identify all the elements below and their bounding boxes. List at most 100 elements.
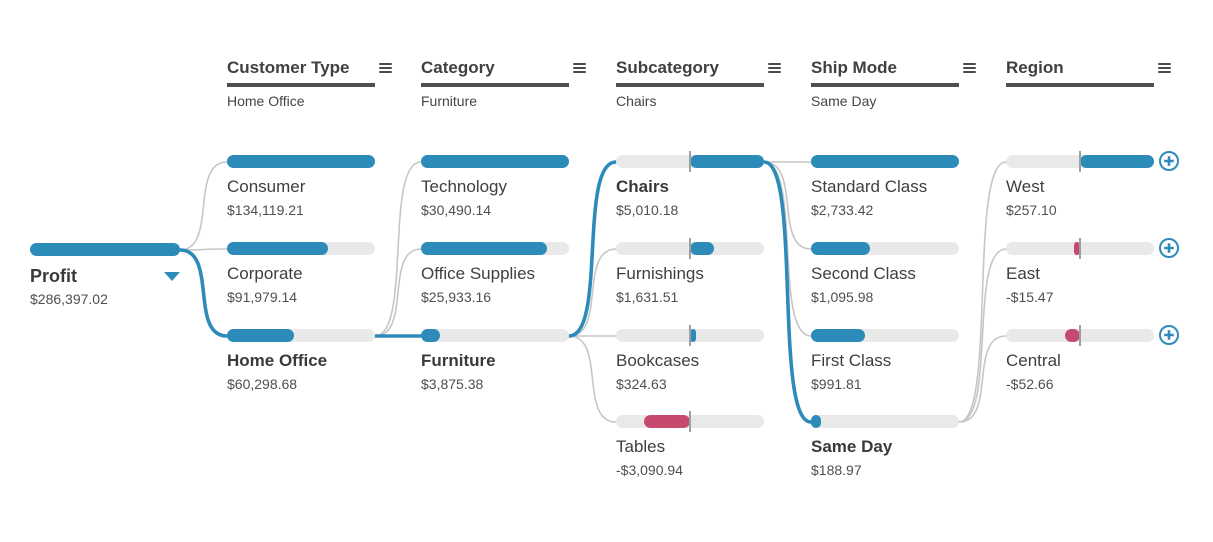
bar-fill [811, 155, 959, 168]
column-selected-value: Furniture [421, 93, 478, 109]
zero-tick [689, 411, 691, 432]
node-label: Chairs [616, 177, 669, 196]
tree-node-central[interactable]: Central -$52.66 [1006, 325, 1179, 393]
measure-dropdown-icon[interactable] [164, 271, 180, 281]
bar-fill [690, 329, 696, 342]
value-bar [811, 155, 959, 168]
tree-node-same-day[interactable]: Same Day $188.97 [811, 415, 959, 479]
menu-icon[interactable] [963, 63, 976, 73]
zero-tick [1079, 151, 1081, 172]
zero-tick [1079, 325, 1081, 346]
bar-fill [421, 155, 569, 168]
node-value: $324.63 [616, 376, 667, 392]
bar-fill [421, 242, 547, 255]
bar-fill [227, 242, 329, 255]
node-label: Second Class [811, 264, 916, 283]
zero-tick [1079, 238, 1081, 259]
tree-node-tables[interactable]: Tables -$3,090.94 [616, 411, 764, 479]
menu-icon[interactable] [1158, 63, 1171, 73]
value-bar [811, 415, 959, 428]
tree-node-consumer[interactable]: Consumer $134,119.21 [227, 155, 375, 219]
zero-tick [689, 151, 691, 172]
bar-fill [1080, 155, 1154, 168]
node-value: $3,875.38 [421, 376, 484, 392]
node-value: $25,933.16 [421, 289, 492, 305]
node-value: -$15.47 [1006, 289, 1054, 305]
value-bar [616, 151, 764, 172]
node-value: $188.97 [811, 462, 862, 478]
expand-plus-icon[interactable] [1158, 324, 1180, 346]
column-selected-value: Same Day [811, 93, 877, 109]
column-header-subcategory: Subcategory Chairs [616, 57, 784, 110]
tree-node-west[interactable]: West $257.10 [1006, 151, 1179, 219]
menu-icon[interactable] [768, 63, 781, 73]
root-node-profit[interactable]: Profit $286,397.02 [30, 243, 180, 308]
node-label: West [1006, 177, 1045, 196]
tree-node-second-class[interactable]: Second Class $1,095.98 [811, 242, 959, 306]
tree-node-first-class[interactable]: First Class $991.81 [811, 329, 959, 393]
column-underline [811, 83, 959, 87]
column-underline [1006, 83, 1154, 87]
expand-plus-icon[interactable] [1158, 150, 1180, 172]
bar-fill [811, 415, 822, 428]
bar-fill [811, 329, 865, 342]
menu-icon[interactable] [573, 63, 586, 73]
value-bar [616, 325, 764, 346]
node-label: Central [1006, 351, 1061, 370]
column-title: Customer Type [227, 58, 350, 77]
tree-node-home-office[interactable]: Home Office $60,298.68 [227, 329, 375, 393]
node-value: $286,397.02 [30, 291, 108, 307]
column-header-customer-type: Customer Type Home Office [227, 57, 395, 110]
expand-plus-icon[interactable] [1158, 237, 1180, 259]
tree-node-chairs[interactable]: Chairs $5,010.18 [616, 151, 764, 219]
bar-fill [644, 415, 690, 428]
menu-icon[interactable] [379, 63, 392, 73]
node-value: $1,095.98 [811, 289, 874, 305]
node-label: Home Office [227, 351, 328, 370]
bar-fill [421, 329, 440, 342]
node-value: $30,490.14 [421, 202, 492, 218]
value-bar [227, 242, 375, 255]
bar-fill [1064, 329, 1080, 342]
node-label: Corporate [227, 264, 303, 283]
value-bar [227, 155, 375, 168]
bar-fill [30, 243, 180, 256]
tree-node-furniture[interactable]: Furniture $3,875.38 [421, 329, 569, 393]
tree-node-corporate[interactable]: Corporate $91,979.14 [227, 242, 375, 306]
column-title: Subcategory [616, 58, 719, 77]
node-value: -$3,090.94 [616, 462, 683, 478]
value-bar [616, 238, 764, 259]
measure-label: Profit [30, 266, 77, 286]
bar-fill [227, 329, 294, 342]
node-label: Bookcases [616, 351, 700, 370]
bar-fill [811, 242, 871, 255]
column-selected-value: Home Office [227, 93, 305, 109]
node-value: $257.10 [1006, 202, 1057, 218]
bar-fill [690, 155, 764, 168]
column-title: Ship Mode [811, 58, 897, 77]
node-value: $991.81 [811, 376, 862, 392]
zero-tick [689, 238, 691, 259]
bar-fill [690, 242, 715, 255]
column-title: Region [1006, 58, 1064, 77]
tree-node-furnishings[interactable]: Furnishings $1,631.51 [616, 238, 764, 306]
tree-node-office-supplies[interactable]: Office Supplies $25,933.16 [421, 242, 569, 306]
tree-node-east[interactable]: East -$15.47 [1006, 238, 1179, 306]
node-label: Furnishings [616, 264, 704, 283]
node-label: East [1006, 264, 1041, 283]
node-value: $134,119.21 [227, 202, 304, 218]
node-label: First Class [811, 351, 892, 370]
tree-node-technology[interactable]: Technology $30,490.14 [421, 155, 569, 219]
node-value: $91,979.14 [227, 289, 298, 305]
value-bar [811, 329, 959, 342]
column-selected-value [1006, 93, 1174, 110]
value-bar [421, 242, 569, 255]
value-bar [811, 242, 959, 255]
tree-node-standard-class[interactable]: Standard Class $2,733.42 [811, 155, 959, 219]
value-bar [421, 155, 569, 168]
node-label: Technology [421, 177, 508, 196]
value-bar [421, 329, 569, 342]
tree-node-bookcases[interactable]: Bookcases $324.63 [616, 325, 764, 393]
bar-fill [227, 155, 375, 168]
